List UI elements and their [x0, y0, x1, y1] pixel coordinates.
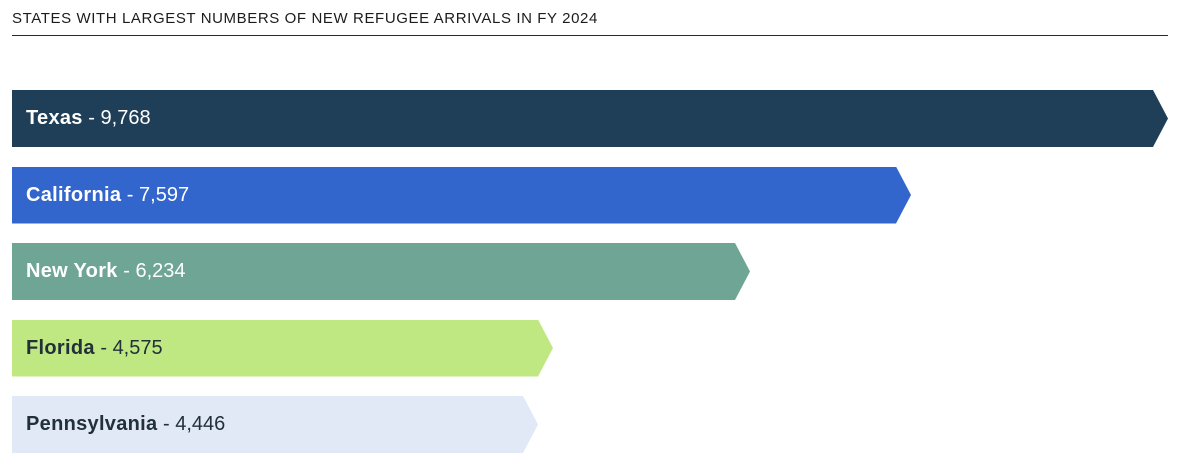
bar-label: Texas - 9,768	[26, 90, 151, 147]
bar-shape	[12, 167, 911, 224]
bar-florida: Florida - 4,575	[12, 320, 553, 377]
bar-california: California - 7,597	[12, 167, 911, 224]
bar-label: Florida - 4,575	[26, 320, 163, 377]
bar-category-label: California	[26, 183, 122, 206]
bar-category-label: New York	[26, 260, 118, 282]
bar-label: New York - 6,234	[26, 243, 186, 300]
bar-separator: -	[94, 336, 113, 359]
bar-separator: -	[117, 260, 136, 282]
bar-shape	[12, 320, 553, 377]
bar-label: California - 7,597	[26, 167, 189, 224]
bar-shape	[12, 243, 750, 300]
bar-shape	[12, 90, 1168, 147]
bar-new-york: New York - 6,234	[12, 243, 750, 300]
bar-category-label: Texas	[26, 107, 83, 129]
bar-value-label: 4,446	[175, 413, 226, 435]
bar-separator: -	[121, 183, 140, 206]
bar-value-label: 4,575	[112, 336, 163, 359]
bar-value-label: 6,234	[135, 260, 186, 282]
bar-texas: Texas - 9,768	[12, 90, 1168, 147]
chart-header: STATES WITH LARGEST NUMBERS OF NEW REFUG…	[12, 0, 1168, 36]
bar-category-label: Florida	[26, 336, 95, 359]
bar-category-label: Pennsylvania	[26, 413, 158, 435]
bar-value-label: 7,597	[139, 183, 190, 206]
chart-area: Texas - 9,768 California - 7,597 New York …	[12, 90, 1172, 455]
bar-label: Pennsylvania - 4,446	[26, 396, 225, 453]
bar-shape	[12, 396, 538, 453]
bar-separator: -	[157, 413, 176, 435]
bar-separator: -	[82, 107, 101, 129]
bar-pennsylvania: Pennsylvania - 4,446	[12, 396, 538, 453]
bar-value-label: 9,768	[100, 107, 151, 129]
chart-title: STATES WITH LARGEST NUMBERS OF NEW REFUG…	[12, 10, 598, 27]
